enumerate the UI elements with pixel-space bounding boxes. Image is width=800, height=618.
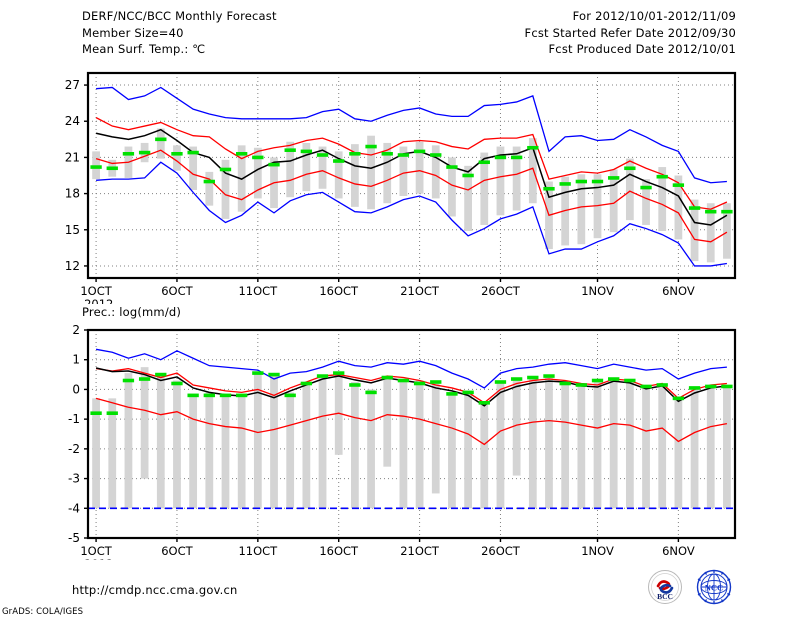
svg-text:2: 2 [72,323,80,337]
ncc-logo: NCC [696,569,732,605]
svg-text:16OCT: 16OCT [319,544,359,558]
svg-text:6OCT: 6OCT [161,284,193,298]
series-2 [95,367,728,407]
x-axis: 1OCT 6OCT 11OCT 16OCT 21OCT 26OCT 1NOV 6NOV 2012 [80,278,695,304]
svg-text:11OCT: 11OCT [238,544,278,558]
svg-text:21: 21 [65,150,80,164]
y-axis: 12 15 18 21 24 27 [65,78,88,273]
svg-text:21OCT: 21OCT [400,544,440,558]
plot-frame [86,328,737,540]
svg-text:1OCT: 1OCT [80,544,112,558]
plot-frame [86,71,737,280]
svg-text:27: 27 [65,78,80,92]
header-right-block: For 2012/10/01-2012/11/09 Fcst Started R… [525,8,737,58]
series-3 [95,397,728,446]
observed-dashes [90,371,733,415]
fcst-produced-label: Fcst Produced Date 2012/10/01 [548,42,736,56]
svg-text:12: 12 [65,259,80,273]
svg-text:21OCT: 21OCT [400,284,440,298]
forecast-period-label: For 2012/10/01-2012/11/09 [572,9,736,23]
svg-text:1OCT: 1OCT [80,284,112,298]
series-3 [95,149,728,243]
logos-svg: BCC NCC [648,569,732,605]
series-0 [95,348,727,389]
svg-text:6NOV: 6NOV [662,284,695,298]
gridlines [88,330,735,538]
svg-text:26OCT: 26OCT [481,284,521,298]
x-axis-year: 2012 [84,557,113,560]
svg-text:1NOV: 1NOV [581,544,614,558]
svg-text:24: 24 [65,114,80,128]
svg-text:-4: -4 [68,501,80,515]
svg-text:-5: -5 [68,531,80,545]
series-2 [95,128,728,226]
svg-text:18: 18 [65,187,80,201]
ncc-logo-text: NCC [705,583,723,593]
svg-text:26OCT: 26OCT [481,544,521,558]
svg-text:6OCT: 6OCT [161,544,193,558]
precip-axis-title: Prec.: log(mm/d) [82,305,182,319]
svg-text:-1: -1 [68,412,80,426]
header-left-block: DERF/NCC/BCC Monthly Forecast Member Siz… [82,8,277,58]
series-1 [95,117,728,210]
variable-label-temp: Mean Surf. Temp.: ℃ [82,42,206,56]
svg-text:-2: -2 [68,442,80,456]
svg-text:1: 1 [72,353,80,367]
svg-text:1NOV: 1NOV [581,284,614,298]
ensemble-spread-bars [92,367,731,509]
page-title: DERF/NCC/BCC Monthly Forecast [82,9,277,23]
svg-text:-3: -3 [68,472,80,486]
grads-credit: GrADS: COLA/IGES [2,607,84,617]
x-axis-year: 2012 [84,297,113,304]
series-0 [96,86,727,184]
svg-text:0: 0 [72,382,80,396]
x-axis: 1OCT 6OCT 11OCT 16OCT 21OCT 26OCT 1NOV 6NOV 2012 [80,538,695,560]
precipitation-chart: -5 -4 -3 -2 -1 0 1 2 1OCT 6OCT 11OCT 16OCT 21OCT 26OC… [0,320,800,560]
svg-text:15: 15 [65,223,80,237]
source-url[interactable]: http://cmdp.ncc.cma.gov.cn [72,583,238,597]
svg-text:16OCT: 16OCT [319,284,359,298]
observed-dashes [90,137,733,214]
svg-text:6NOV: 6NOV [662,544,695,558]
bcc-logo-text: BCC [657,592,673,601]
temperature-chart: 12 15 18 21 24 27 1OCT 6OCT 11OCT 16OCT 21OCT 26OCT… [0,64,800,304]
y-axis: -5 -4 -3 -2 -1 0 1 2 [68,323,88,545]
series-4 [96,161,728,267]
mean-surface-temperature-svg: 12 15 18 21 24 27 1OCT 6OCT 11OCT 16OCT 21OCT 26OCT… [65,71,737,304]
bcc-logo: BCC [648,570,682,604]
series-1 [95,367,727,404]
fcst-started-label: Fcst Started Refer Date 2012/09/30 [524,25,736,40]
member-size-label: Member Size=40 [82,25,184,40]
logo-group: BCC NCC [645,569,737,605]
svg-text:11OCT: 11OCT [238,284,278,298]
